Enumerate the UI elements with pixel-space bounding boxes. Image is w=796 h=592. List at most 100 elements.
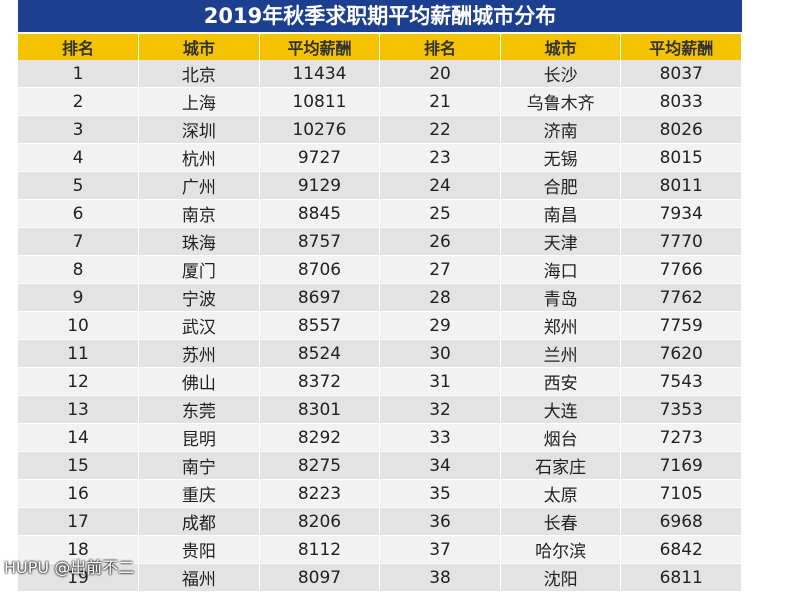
table-cell: 33 bbox=[379, 423, 501, 452]
table-cell: 8524 bbox=[259, 339, 381, 368]
table-cell: 5 bbox=[18, 171, 140, 200]
table-cell: 7766 bbox=[620, 255, 742, 284]
table-row: 17 成都 8206 36 长春 6968 bbox=[18, 507, 742, 536]
table-cell: 郑州 bbox=[500, 311, 622, 340]
table-cell: 8706 bbox=[259, 255, 381, 284]
table-cell: 7273 bbox=[620, 423, 742, 452]
table-cell: 8292 bbox=[259, 423, 381, 452]
table-cell: 28 bbox=[379, 283, 501, 312]
table-cell: 31 bbox=[379, 367, 501, 396]
table-cell: 38 bbox=[379, 563, 501, 592]
table-cell: 1 bbox=[18, 60, 140, 88]
table-cell: 8557 bbox=[259, 311, 381, 340]
table-cell: 无锡 bbox=[500, 143, 622, 172]
table-row: 7 珠海 8757 26 天津 7770 bbox=[18, 227, 742, 256]
table-cell: 2 bbox=[18, 87, 140, 116]
table-cell: 南昌 bbox=[500, 199, 622, 228]
table-cell: 3 bbox=[18, 115, 140, 144]
table-cell: 6811 bbox=[620, 563, 742, 592]
table-cell: 32 bbox=[379, 395, 501, 424]
table-cell: 26 bbox=[379, 227, 501, 256]
table-cell: 8037 bbox=[620, 60, 742, 88]
title: 2019年秋季求职期平均薪酬城市分布 bbox=[18, 0, 742, 32]
table-row: 9 宁波 8697 28 青岛 7762 bbox=[18, 283, 742, 312]
header-row: 排名 城市 平均薪酬 排名 城市 平均薪酬 bbox=[18, 34, 742, 60]
column-header: 城市 bbox=[500, 34, 622, 60]
table-cell: 8223 bbox=[259, 479, 381, 508]
table-cell: 昆明 bbox=[138, 423, 260, 452]
table-cell: 29 bbox=[379, 311, 501, 340]
table-row: 5 广州 9129 24 合肥 8011 bbox=[18, 171, 742, 200]
table-row: 13 东莞 8301 32 大连 7353 bbox=[18, 395, 742, 424]
salary-table: 排名 城市 平均薪酬 排名 城市 平均薪酬 1 北京 11434 20 长沙 8037 2 上海 1081… bbox=[18, 34, 742, 592]
watermark: HUPU @出前不二 bbox=[4, 558, 135, 577]
table-cell: 8697 bbox=[259, 283, 381, 312]
table-cell: 大连 bbox=[500, 395, 622, 424]
table-cell: 20 bbox=[379, 60, 501, 88]
table-cell: 35 bbox=[379, 479, 501, 508]
table-cell: 15 bbox=[18, 451, 140, 480]
table-cell: 27 bbox=[379, 255, 501, 284]
column-header: 排名 bbox=[379, 34, 501, 60]
table-cell: 6 bbox=[18, 199, 140, 228]
table-cell: 8275 bbox=[259, 451, 381, 480]
table-cell: 贵阳 bbox=[138, 535, 260, 564]
table-row: 12 佛山 8372 31 西安 7543 bbox=[18, 367, 742, 396]
table-cell: 9727 bbox=[259, 143, 381, 172]
table-cell: 沈阳 bbox=[500, 563, 622, 592]
table-cell: 7762 bbox=[620, 283, 742, 312]
table-cell: 珠海 bbox=[138, 227, 260, 256]
table-cell: 武汉 bbox=[138, 311, 260, 340]
table-cell: 宁波 bbox=[138, 283, 260, 312]
table-row: 18 贵阳 8112 37 哈尔滨 6842 bbox=[18, 535, 742, 564]
table-cell: 7620 bbox=[620, 339, 742, 368]
table-cell: 长春 bbox=[500, 507, 622, 536]
table-cell: 8011 bbox=[620, 171, 742, 200]
table-cell: 海口 bbox=[500, 255, 622, 284]
table-cell: 杭州 bbox=[138, 143, 260, 172]
table-cell: 22 bbox=[379, 115, 501, 144]
table-cell: 7759 bbox=[620, 311, 742, 340]
table-cell: 上海 bbox=[138, 87, 260, 116]
table-cell: 6842 bbox=[620, 535, 742, 564]
table-row: 3 深圳 10276 22 济南 8026 bbox=[18, 115, 742, 144]
table-cell: 14 bbox=[18, 423, 140, 452]
table-cell: 37 bbox=[379, 535, 501, 564]
table-row: 16 重庆 8223 35 太原 7105 bbox=[18, 479, 742, 508]
table-frame: 2019年秋季求职期平均薪酬城市分布 排名 城市 平均薪酬 排名 城市 平均薪酬 1 北京 1… bbox=[18, 0, 742, 592]
table-cell: 8112 bbox=[259, 535, 381, 564]
table-row: 2 上海 10811 21 乌鲁木齐 8033 bbox=[18, 87, 742, 116]
table-cell: 9129 bbox=[259, 171, 381, 200]
table-cell: 11 bbox=[18, 339, 140, 368]
table-cell: 8097 bbox=[259, 563, 381, 592]
table-cell: 13 bbox=[18, 395, 140, 424]
table-cell: 厦门 bbox=[138, 255, 260, 284]
table-cell: 7543 bbox=[620, 367, 742, 396]
table-cell: 青岛 bbox=[500, 283, 622, 312]
table-cell: 8301 bbox=[259, 395, 381, 424]
table-cell: 苏州 bbox=[138, 339, 260, 368]
table-cell: 36 bbox=[379, 507, 501, 536]
table-row: 14 昆明 8292 33 烟台 7273 bbox=[18, 423, 742, 452]
table-cell: 7770 bbox=[620, 227, 742, 256]
table-cell: 17 bbox=[18, 507, 140, 536]
table-cell: 24 bbox=[379, 171, 501, 200]
table-cell: 8845 bbox=[259, 199, 381, 228]
column-header: 城市 bbox=[138, 34, 260, 60]
table-row: 11 苏州 8524 30 兰州 7620 bbox=[18, 339, 742, 368]
table-cell: 10811 bbox=[259, 87, 381, 116]
table-cell: 8372 bbox=[259, 367, 381, 396]
table-row: 8 厦门 8706 27 海口 7766 bbox=[18, 255, 742, 284]
table-cell: 合肥 bbox=[500, 171, 622, 200]
table-cell: 济南 bbox=[500, 115, 622, 144]
table-cell: 南京 bbox=[138, 199, 260, 228]
table-row: 1 北京 11434 20 长沙 8037 bbox=[18, 60, 742, 88]
table-cell: 8 bbox=[18, 255, 140, 284]
column-header: 平均薪酬 bbox=[259, 34, 381, 60]
table-cell: 11434 bbox=[259, 60, 381, 88]
table-row: 4 杭州 9727 23 无锡 8015 bbox=[18, 143, 742, 172]
table-cell: 烟台 bbox=[500, 423, 622, 452]
table-cell: 重庆 bbox=[138, 479, 260, 508]
table-cell: 30 bbox=[379, 339, 501, 368]
